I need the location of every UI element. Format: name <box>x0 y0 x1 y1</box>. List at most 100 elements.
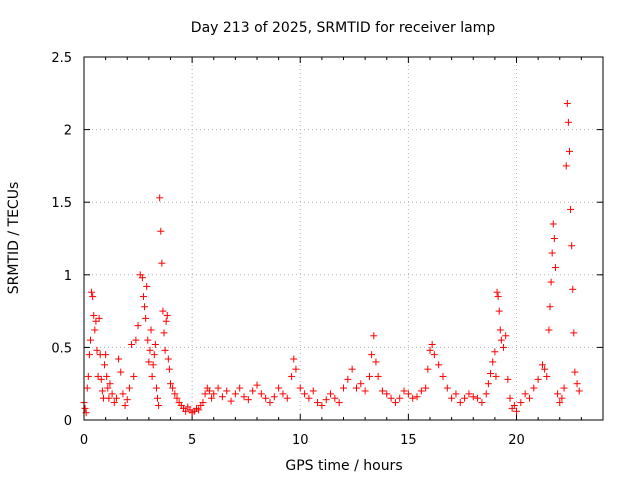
data-point <box>148 372 156 380</box>
data-point <box>502 332 510 340</box>
data-point <box>340 384 347 392</box>
data-point <box>558 394 566 402</box>
data-point <box>570 329 578 337</box>
data-point <box>549 220 557 228</box>
data-point <box>301 390 309 398</box>
data-point <box>236 384 244 392</box>
data-point <box>91 326 99 334</box>
data-point <box>378 387 386 395</box>
data-point <box>165 365 173 373</box>
data-point <box>105 394 113 402</box>
data-point <box>461 394 469 402</box>
data-point <box>569 285 577 293</box>
data-point <box>214 384 222 392</box>
chart-title: Day 213 of 2025, SRMTID for receiver lam… <box>191 20 496 36</box>
data-point <box>565 147 573 155</box>
data-point <box>227 397 235 405</box>
data-point <box>314 399 322 407</box>
data-point <box>164 355 172 363</box>
data-point <box>391 399 399 407</box>
data-point <box>142 314 150 322</box>
data-point <box>554 390 562 398</box>
data-point <box>497 336 505 344</box>
data-point <box>167 380 174 388</box>
data-point <box>231 390 239 398</box>
data-point <box>290 355 298 363</box>
data-point <box>361 387 369 395</box>
data-point <box>478 399 486 407</box>
data-point <box>352 384 360 392</box>
data-point <box>560 384 568 392</box>
data-series <box>80 99 583 417</box>
data-point <box>551 264 559 272</box>
data-point <box>92 317 100 325</box>
x-tick-labels: 0 5 10 15 20 <box>80 433 525 448</box>
data-point <box>283 394 291 402</box>
data-point <box>106 380 114 388</box>
x-tick-label: 5 <box>188 433 196 448</box>
y-tick-label: 1.5 <box>51 196 72 211</box>
data-point <box>530 384 538 392</box>
data-point <box>88 288 96 296</box>
data-point <box>546 303 554 311</box>
data-point <box>521 390 529 398</box>
data-point <box>571 368 579 376</box>
data-point <box>182 407 190 415</box>
data-point <box>543 372 551 380</box>
data-point <box>474 394 482 402</box>
data-point <box>452 390 460 398</box>
data-point <box>424 365 432 373</box>
data-point <box>132 336 140 344</box>
data-point <box>150 351 158 359</box>
x-axis-label: GPS time / hours <box>285 458 402 474</box>
data-point <box>500 343 508 351</box>
data-point <box>208 394 216 402</box>
data-point <box>443 384 451 392</box>
data-point <box>562 162 570 170</box>
data-point <box>422 384 430 392</box>
data-point <box>396 394 404 402</box>
data-point <box>573 380 581 388</box>
data-point <box>309 387 317 395</box>
data-point <box>144 336 152 344</box>
data-point <box>163 311 171 319</box>
data-point <box>545 326 553 334</box>
data-point <box>387 394 395 402</box>
x-tick-label: 20 <box>508 433 525 448</box>
data-point <box>575 387 583 395</box>
data-point <box>538 361 546 369</box>
data-point <box>541 365 549 373</box>
data-point <box>218 393 226 401</box>
data-point <box>400 387 408 395</box>
data-point <box>288 372 296 380</box>
data-point <box>448 394 456 402</box>
data-point <box>81 404 89 412</box>
data-point <box>199 399 207 407</box>
data-point <box>489 358 497 366</box>
data-point <box>115 355 123 363</box>
y-tick-label: 0 <box>64 414 72 429</box>
data-point <box>564 118 572 126</box>
data-point <box>344 375 352 383</box>
data-point <box>97 375 105 383</box>
data-point <box>138 274 146 282</box>
axis-ticks <box>83 56 604 421</box>
data-point <box>145 358 153 366</box>
data-point <box>428 340 436 348</box>
data-point <box>482 390 490 398</box>
data-point <box>548 249 556 257</box>
y-tick-label: 2 <box>64 124 72 139</box>
data-point <box>534 375 542 383</box>
data-point <box>322 396 330 404</box>
data-point <box>210 390 218 398</box>
plot-frame <box>83 56 604 421</box>
data-point <box>257 390 265 398</box>
data-point <box>240 393 248 401</box>
data-point <box>249 387 257 395</box>
data-point <box>161 346 169 354</box>
y-tick-label: 2.5 <box>51 51 72 66</box>
data-point <box>335 399 343 407</box>
data-point <box>223 387 231 395</box>
data-point <box>496 326 504 334</box>
data-point <box>125 384 133 392</box>
